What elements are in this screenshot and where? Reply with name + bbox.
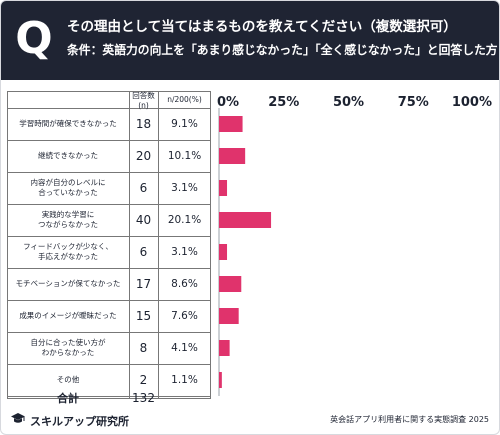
table-row-divider: [7, 300, 211, 301]
response-percent: 4.1%: [171, 342, 198, 354]
survey-source: 英会話アプリ利用者に関する実態調査 2025: [330, 415, 489, 424]
results-table: [7, 91, 211, 399]
response-percent: 3.1%: [171, 246, 198, 258]
bar: [219, 276, 242, 292]
response-count: 15: [135, 309, 152, 323]
response-count: 2: [139, 373, 148, 387]
response-count: 6: [139, 245, 148, 259]
bar: [219, 340, 230, 356]
response-count: 17: [135, 277, 152, 291]
response-count: 20: [135, 149, 152, 163]
response-count: 8: [139, 341, 148, 355]
question-title: その理由として当てはまるものを教えてください（複数選択可）: [67, 19, 457, 35]
category-label: フィードバックが少なく、 手応えがなかった: [23, 242, 113, 261]
bar: [219, 148, 246, 164]
table-row-divider: [7, 172, 211, 173]
table-row-divider: [7, 140, 211, 141]
brand-logo: スキルアップ研究所: [10, 412, 129, 429]
bar: [219, 244, 228, 260]
table-row-divider: [7, 236, 211, 237]
category-label: 成果のイメージが曖昧だった: [19, 311, 117, 320]
response-percent: 9.1%: [171, 118, 198, 130]
question-header: Q その理由として当てはまるものを教えてください（複数選択可） 条件：英語力の向…: [1, 1, 499, 80]
table-row-divider: [7, 364, 211, 365]
response-percent: 20.1%: [167, 214, 202, 226]
table-col-divider: [158, 91, 159, 399]
table-col-divider: [129, 91, 130, 399]
table-row-divider: [7, 268, 211, 269]
category-label: 継続できなかった: [38, 151, 98, 160]
x-tick-label: 25%: [268, 95, 299, 110]
response-percent: 3.1%: [171, 182, 198, 194]
x-tick-label: 75%: [398, 95, 429, 110]
response-count: 6: [139, 181, 148, 195]
category-label: 自分に合った使い方が わからなかった: [30, 338, 106, 357]
count-column-header: 回答数(n): [132, 90, 155, 110]
category-label: モチベーションが保てなかった: [15, 279, 121, 288]
table-row-divider: [7, 332, 211, 333]
response-percent: 1.1%: [171, 374, 198, 386]
table-row-divider: [7, 396, 211, 397]
bar: [219, 116, 243, 132]
bar: [219, 180, 228, 196]
response-count: 40: [135, 213, 152, 227]
category-label: 学習時間が確保できなかった: [19, 119, 117, 128]
question-badge: Q: [15, 13, 53, 64]
graduation-cap-icon: [10, 412, 26, 429]
response-percent: 8.6%: [171, 278, 198, 290]
response-count: 18: [135, 117, 152, 131]
category-label: 実践的な学習に つながらなかった: [38, 210, 98, 229]
percent-column-header: n/200(%): [167, 95, 202, 104]
question-condition: 条件：英語力の向上を「あまり感じなかった」「全く感じなかった」と回答した方: [67, 43, 498, 57]
x-tick-label: 50%: [333, 95, 364, 110]
category-label: 内容が自分のレベルに 合っていなかった: [30, 178, 106, 197]
bar: [219, 372, 222, 388]
x-tick-label: 0%: [217, 95, 239, 110]
category-label: その他: [56, 375, 80, 384]
table-row-divider: [7, 108, 211, 109]
response-percent: 7.6%: [171, 310, 198, 322]
bar: [219, 308, 239, 324]
table-row-divider: [7, 204, 211, 205]
x-tick-label: 100%: [452, 95, 492, 110]
brand-name: スキルアップ研究所: [30, 414, 129, 428]
bar: [219, 212, 272, 228]
response-percent: 10.1%: [167, 150, 202, 162]
